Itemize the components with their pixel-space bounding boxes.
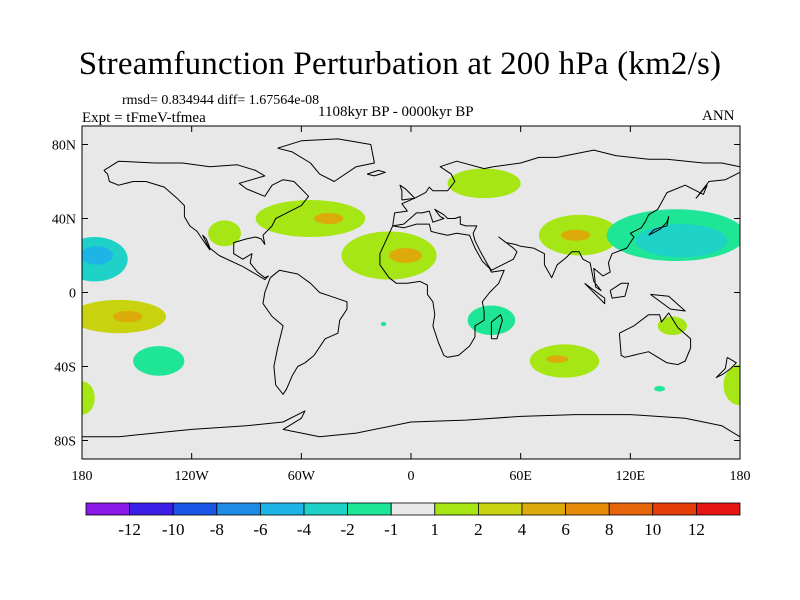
colorbar-box-11 [565, 502, 610, 516]
x-tick-label-0: 180 [72, 469, 93, 484]
x-tick-label-6: 180 [730, 469, 751, 484]
colorbar-box-5 [303, 502, 348, 516]
contour-region-22 [380, 321, 387, 327]
colorbar-box-12 [608, 502, 654, 516]
coastline-north-america [103, 160, 310, 281]
colorbar-box-8 [434, 502, 479, 516]
x-tick-label-5: 120E [616, 469, 646, 484]
colorbar-box-4 [259, 502, 305, 516]
y-tick-label-3: 40S [54, 361, 76, 376]
y-tick-label-1: 40N [52, 213, 76, 228]
contour-region-4 [133, 346, 185, 376]
coastlines [82, 138, 740, 438]
colorbar-label-1: -10 [162, 520, 185, 539]
colorbar: -12 -10 -8 -6 -4 -2 -1 1 2 4 6 8 10 12 [85, 502, 741, 539]
x-tick-label-1: 120W [175, 469, 210, 484]
coastline-eurasia [392, 149, 740, 292]
contour-region-1 [82, 246, 114, 265]
colorbar-box-1 [129, 502, 174, 516]
colorbar-label-0: -12 [118, 520, 141, 539]
coastline-uk [399, 184, 416, 201]
coastline-australia [618, 312, 692, 366]
colorbar-label-13: 12 [688, 520, 705, 539]
coastline-greenland [277, 138, 375, 182]
rmsd-label: rmsd= 0.834944 diff= 1.67564e-08 [122, 93, 320, 108]
colorbar-box-10 [521, 502, 566, 516]
contour-region-10 [447, 168, 521, 199]
coastline-africa [379, 223, 505, 358]
coastline-borneo [609, 282, 629, 299]
contour-region-12 [560, 229, 591, 241]
colorbar-label-6: -1 [384, 520, 398, 539]
period-label: 1108kyr BP - 0000kyr BP [318, 104, 474, 120]
season-label: ANN [702, 108, 735, 124]
colorbar-box-2 [172, 502, 218, 516]
colorbar-box-9 [477, 502, 523, 516]
contour-region-19 [723, 364, 740, 406]
colorbar-box-7 [390, 502, 436, 516]
colorbar-label-2: -8 [210, 520, 224, 539]
contour-region-18 [657, 316, 687, 336]
colorbar-label-11: 8 [605, 520, 614, 539]
contour-region-7 [314, 212, 344, 225]
y-tick-label-0: 80N [52, 139, 76, 154]
colorbar-label-8: 2 [474, 520, 483, 539]
contour-region-20 [82, 381, 95, 415]
coastline-antarctica [82, 410, 740, 438]
colorbar-label-3: -6 [253, 520, 267, 539]
coastline-new-zealand [715, 356, 737, 379]
coastline-japan [648, 216, 670, 236]
x-tick-label-2: 60W [288, 469, 316, 484]
colorbar-label-9: 4 [518, 520, 527, 539]
colorbar-box-14 [696, 502, 741, 516]
colorbar-label-10: 6 [561, 520, 570, 539]
colorbar-label-4: -4 [297, 520, 312, 539]
colorbar-label-7: 1 [431, 520, 440, 539]
y-tick-label-2: 0 [69, 287, 76, 302]
contour-region-17 [546, 355, 569, 363]
colorbar-box-13 [652, 502, 697, 516]
contour-region-6 [255, 200, 366, 237]
contour-region-3 [113, 311, 143, 323]
map-background [82, 126, 740, 459]
y-tick-label-4: 80S [54, 435, 76, 450]
contour-region-5 [208, 220, 242, 247]
experiment-label: Expt = tFmeV-tfmea [82, 110, 206, 126]
colorbar-label-5: -2 [341, 520, 355, 539]
colorbar-label-12: 10 [644, 520, 661, 539]
contour-region-9 [389, 248, 422, 263]
contour-fills [82, 168, 740, 415]
contour-region-14 [635, 224, 728, 258]
x-tick-label-3: 0 [408, 469, 415, 484]
colorbar-box-6 [347, 502, 392, 516]
coastline-new-guinea [650, 293, 686, 312]
coastline-indonesia [584, 282, 606, 305]
axis-ticks: 180 120W 60W 0 60E 120E 180 80N 40N 0 40S 80S [52, 126, 751, 484]
coastline-madagascar [490, 314, 503, 340]
chart-title: Streamfunction Perturbation at 200 hPa (… [78, 46, 722, 82]
coastline-iceland [366, 169, 386, 177]
x-tick-label-4: 60E [509, 469, 532, 484]
colorbar-box-0 [85, 502, 130, 516]
colorbar-box-3 [216, 502, 261, 516]
contour-region-15 [467, 305, 516, 336]
coastline-south-america [262, 269, 348, 395]
contour-region-21 [654, 385, 666, 392]
